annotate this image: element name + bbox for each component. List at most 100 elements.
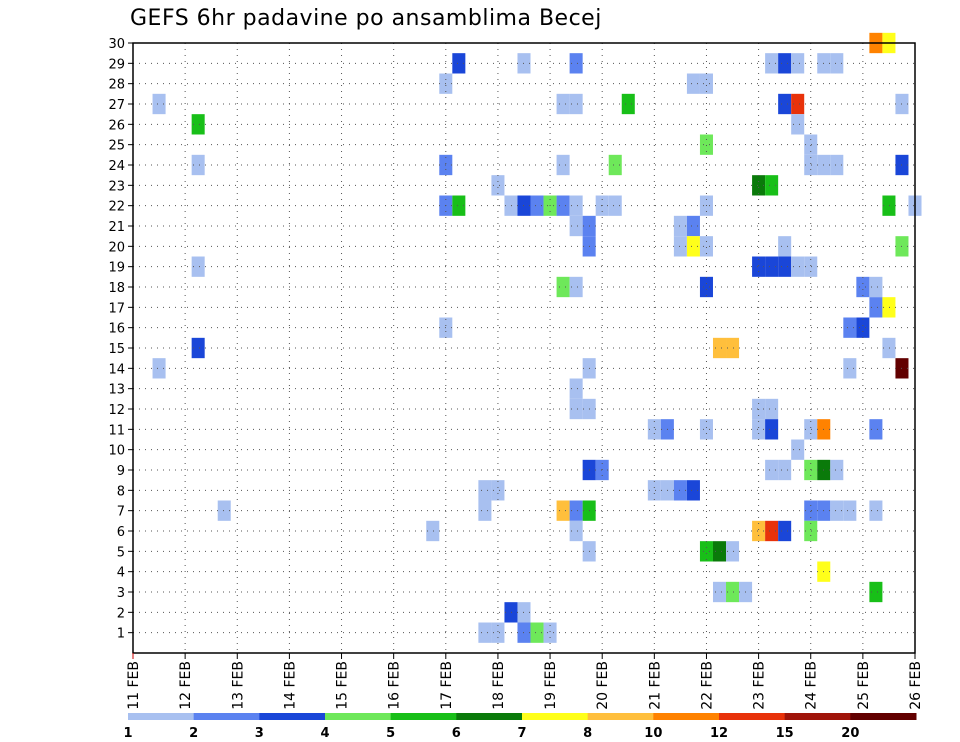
y-tick-label: 7 <box>117 505 125 520</box>
heatmap-cell <box>530 622 544 643</box>
heatmap-cell <box>686 73 700 94</box>
heatmap-cell <box>804 256 818 277</box>
colorbar-label: 20 <box>841 726 859 741</box>
heatmap-cell <box>647 480 661 501</box>
heatmap-cell <box>765 256 779 277</box>
y-tick-label: 19 <box>108 261 125 276</box>
colorbar-label: 15 <box>776 726 794 741</box>
heatmap-cell <box>843 500 857 521</box>
heatmap-cell <box>712 337 727 359</box>
heatmap-cell <box>191 114 205 135</box>
heatmap-cell <box>504 195 518 216</box>
y-tick-label: 12 <box>108 403 125 418</box>
colorbar-label: 6 <box>452 726 461 741</box>
x-tick-label: 12 FEB <box>178 661 194 710</box>
heatmap-cell <box>556 276 570 298</box>
heatmap-cell <box>504 602 518 623</box>
y-tick-label: 18 <box>108 281 125 296</box>
y-tick-label: 15 <box>108 342 125 357</box>
heatmap-cell <box>452 53 466 74</box>
y-tick-label: 9 <box>117 464 125 479</box>
colorbar-swatch <box>719 713 786 720</box>
y-tick-label: 21 <box>108 220 125 235</box>
heatmap-cell <box>478 480 492 501</box>
colorbar-label: 8 <box>583 726 592 741</box>
y-tick-label: 26 <box>108 118 125 133</box>
colorbar-swatch <box>259 713 326 720</box>
heatmap-cell <box>791 114 805 135</box>
y-tick-label: 11 <box>108 423 125 438</box>
x-tick-label: 26 FEB <box>908 661 924 710</box>
chart-title: GEFS 6hr padavine po ansamblima Becej <box>130 6 602 31</box>
heatmap-cell <box>856 317 870 338</box>
colorbar-label: 7 <box>517 726 526 741</box>
heatmap-cell <box>621 93 635 115</box>
heatmap-cell <box>556 195 570 216</box>
y-tick-label: 28 <box>108 78 125 93</box>
heatmap-cell <box>869 419 883 440</box>
heatmap-cell <box>778 236 792 257</box>
heatmap-cell <box>726 581 740 603</box>
heatmap-cell <box>191 154 205 176</box>
heatmap-cell <box>543 622 557 643</box>
heatmap-cell <box>699 419 713 440</box>
heatmap-cell <box>491 175 505 196</box>
colorbar-swatch <box>522 713 589 720</box>
grid-lines <box>133 43 915 653</box>
color-legend: 1 2 3 4 5 6 7 8 10 12 15 20 <box>123 713 917 741</box>
heatmap-cell <box>686 215 700 237</box>
heatmap-cell <box>778 256 792 277</box>
heatmap-cell <box>752 520 766 542</box>
heatmap-cell <box>569 215 583 237</box>
y-tick-label: 5 <box>117 545 125 560</box>
x-tick-label: 16 FEB <box>387 661 403 710</box>
colorbar-swatch <box>193 713 260 720</box>
heatmap-cell <box>569 195 583 216</box>
heatmap-cell <box>712 541 727 562</box>
colorbar-swatch <box>587 713 654 720</box>
y-tick-label: 22 <box>108 200 125 215</box>
y-tick-label: 3 <box>117 586 125 601</box>
heatmap-cell <box>778 459 792 481</box>
heatmap-cell <box>608 195 622 216</box>
heatmap-cell <box>673 480 687 501</box>
heatmap-cell <box>856 276 870 298</box>
colorbar-label: 2 <box>189 726 198 741</box>
heatmap-cell <box>478 500 492 521</box>
heatmap-cell <box>752 398 766 420</box>
heatmap-cell <box>882 337 896 359</box>
heatmap-cell <box>569 378 583 399</box>
heatmap-cell <box>843 358 857 379</box>
heatmap-cell <box>882 297 896 318</box>
x-axis-ticks: 11 FEB 12 FEB 13 FEB 14 FEB 15 FEB 16 FEB 17 F… <box>126 653 924 710</box>
heatmap-cell <box>765 520 779 542</box>
heatmap-cell <box>569 520 583 542</box>
heatmap-cell <box>699 134 713 155</box>
heatmap-cell <box>778 53 792 74</box>
heatmap-cell <box>830 500 844 521</box>
y-tick-label: 24 <box>108 159 125 174</box>
heatmap-cell <box>556 93 570 115</box>
heatmap-cell <box>869 581 883 603</box>
heatmap-cell <box>686 480 700 501</box>
heatmap-cell <box>569 53 583 74</box>
heatmap-cell <box>556 154 570 176</box>
x-tick-label: 14 FEB <box>282 661 298 710</box>
x-tick-label: 19 FEB <box>543 661 559 710</box>
heatmap-cell <box>869 276 883 298</box>
heatmap-cell <box>491 480 505 501</box>
y-tick-label: 13 <box>108 383 125 398</box>
heatmap-cell <box>765 398 779 420</box>
heatmap-cell <box>804 520 818 542</box>
heatmap-cell <box>804 154 818 176</box>
y-tick-label: 30 <box>108 37 125 52</box>
colorbar-swatch <box>456 713 523 720</box>
x-tick-label: 22 FEB <box>699 661 715 710</box>
heatmap-cell <box>647 419 661 440</box>
heatmap-cell <box>712 581 727 603</box>
heatmap-cell <box>765 175 779 196</box>
heatmap-cell <box>791 256 805 277</box>
y-tick-label: 4 <box>117 566 125 581</box>
colorbar-label: 3 <box>255 726 264 741</box>
heatmap-cell <box>765 459 779 481</box>
